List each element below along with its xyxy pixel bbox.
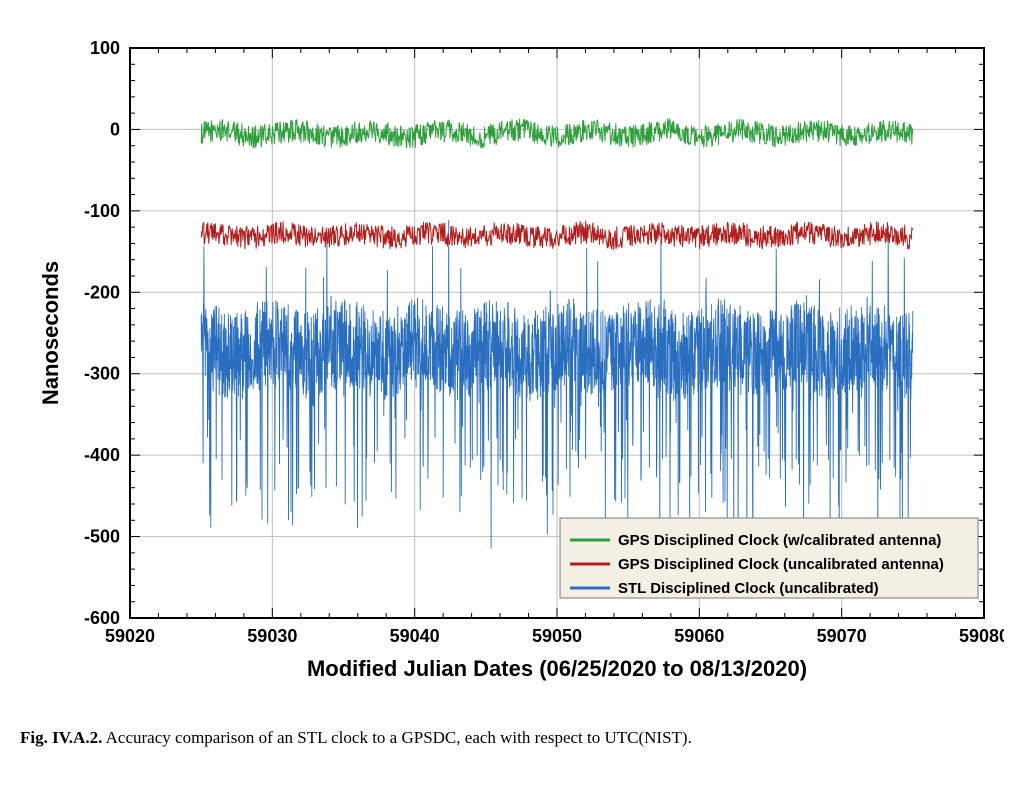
svg-text:-200: -200 bbox=[84, 282, 120, 302]
svg-text:59040: 59040 bbox=[390, 626, 440, 646]
legend: GPS Disciplined Clock (w/calibrated ante… bbox=[560, 518, 978, 598]
svg-text:-400: -400 bbox=[84, 445, 120, 465]
svg-text:59060: 59060 bbox=[674, 626, 724, 646]
figure-text: Accuracy comparison of an STL clock to a… bbox=[102, 728, 692, 747]
svg-text:-500: -500 bbox=[84, 527, 120, 547]
legend-label: GPS Disciplined Clock (uncalibrated ante… bbox=[618, 556, 944, 573]
svg-text:-600: -600 bbox=[84, 608, 120, 628]
svg-text:-300: -300 bbox=[84, 364, 120, 384]
figure-label: Fig. IV.A.2. bbox=[20, 728, 102, 747]
svg-text:59030: 59030 bbox=[247, 626, 297, 646]
svg-text:-100: -100 bbox=[84, 201, 120, 221]
y-axis-label: Nanoseconds bbox=[38, 261, 63, 405]
legend-label: GPS Disciplined Clock (w/calibrated ante… bbox=[618, 532, 941, 549]
chart-container: 59020 59030 59040 59050 59060 59070 59080 -600 -… bbox=[20, 20, 1004, 748]
svg-text:59050: 59050 bbox=[532, 626, 582, 646]
svg-text:0: 0 bbox=[110, 119, 120, 139]
svg-text:59070: 59070 bbox=[817, 626, 867, 646]
figure-caption: Fig. IV.A.2. Accuracy comparison of an S… bbox=[20, 728, 1004, 748]
svg-text:59080: 59080 bbox=[959, 626, 1004, 646]
legend-label: STL Disciplined Clock (uncalibrated) bbox=[618, 580, 879, 597]
x-axis-label: Modified Julian Dates (06/25/2020 to 08/… bbox=[307, 656, 807, 681]
svg-text:100: 100 bbox=[90, 38, 120, 58]
svg-text:59020: 59020 bbox=[105, 626, 155, 646]
timeseries-chart: 59020 59030 59040 59050 59060 59070 59080 -600 -… bbox=[20, 20, 1004, 710]
